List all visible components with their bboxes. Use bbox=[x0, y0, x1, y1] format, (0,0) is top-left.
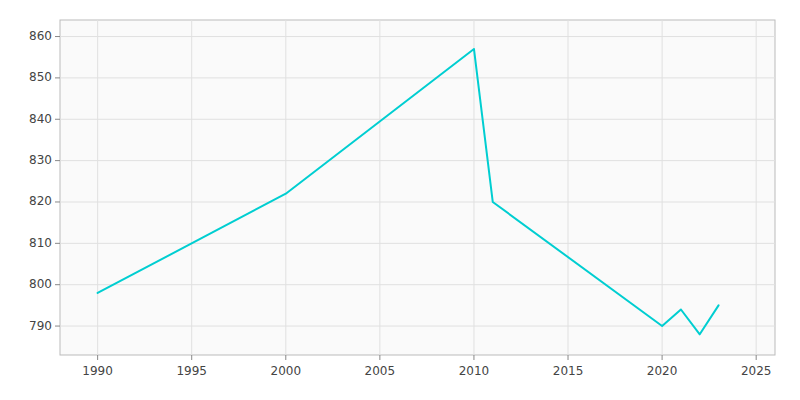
y-tick bbox=[55, 243, 60, 244]
y-tick bbox=[55, 160, 60, 161]
population-line bbox=[98, 49, 719, 334]
x-tick-label: 1990 bbox=[82, 364, 113, 378]
axis-labels: 790 800 810 820 830 840 850 860 1990 1995 2000 2005… bbox=[29, 29, 771, 378]
x-tick-label: 2000 bbox=[271, 364, 302, 378]
y-tick-label: 820 bbox=[29, 194, 52, 208]
y-tick-label: 790 bbox=[29, 319, 52, 333]
y-grid-line bbox=[60, 326, 775, 327]
x-tick-label: 2005 bbox=[365, 364, 396, 378]
y-grid-line bbox=[60, 77, 775, 78]
y-tick bbox=[55, 326, 60, 327]
y-grid-line bbox=[60, 284, 775, 285]
y-tick bbox=[55, 284, 60, 285]
x-grid-line bbox=[568, 20, 569, 355]
x-tick bbox=[473, 355, 474, 360]
data-layer bbox=[98, 49, 719, 334]
y-tick-label: 810 bbox=[29, 236, 52, 250]
x-tick bbox=[191, 355, 192, 360]
x-tick bbox=[756, 355, 757, 360]
page: {"chart_data": {"type": "line", "x": [19… bbox=[0, 0, 800, 400]
y-tick-label: 860 bbox=[29, 29, 52, 43]
x-tick bbox=[97, 355, 98, 360]
y-grid-line bbox=[60, 201, 775, 202]
y-grid-line bbox=[60, 160, 775, 161]
x-tick bbox=[285, 355, 286, 360]
grid bbox=[60, 20, 775, 355]
y-grid-line bbox=[60, 119, 775, 120]
x-grid-line bbox=[379, 20, 380, 355]
x-tick-label: 1995 bbox=[176, 364, 207, 378]
plot-frame bbox=[60, 20, 775, 355]
y-tick bbox=[55, 201, 60, 202]
x-tick bbox=[379, 355, 380, 360]
x-tick-label: 2025 bbox=[741, 364, 772, 378]
x-grid-line bbox=[191, 20, 192, 355]
x-grid-line bbox=[756, 20, 757, 355]
x-grid-line bbox=[662, 20, 663, 355]
y-tick bbox=[55, 36, 60, 37]
x-tick bbox=[662, 355, 663, 360]
chart-container: 790 800 810 820 830 840 850 860 1990 1995 2000 2005… bbox=[0, 0, 800, 400]
chart-svg: 790 800 810 820 830 840 850 860 1990 1995 2000 2005… bbox=[0, 0, 800, 400]
y-tick-label: 830 bbox=[29, 153, 52, 167]
y-tick-label: 800 bbox=[29, 277, 52, 291]
y-tick bbox=[55, 77, 60, 78]
x-tick-label: 2015 bbox=[553, 364, 584, 378]
x-grid-line bbox=[285, 20, 286, 355]
y-tick-label: 840 bbox=[29, 112, 52, 126]
y-grid-line bbox=[60, 243, 775, 244]
x-grid-line bbox=[97, 20, 98, 355]
y-grid-line bbox=[60, 36, 775, 37]
x-tick-label: 2020 bbox=[647, 364, 678, 378]
x-tick bbox=[568, 355, 569, 360]
x-tick-label: 2010 bbox=[459, 364, 490, 378]
y-tick-label: 850 bbox=[29, 70, 52, 84]
y-tick bbox=[55, 119, 60, 120]
x-grid-line bbox=[473, 20, 474, 355]
